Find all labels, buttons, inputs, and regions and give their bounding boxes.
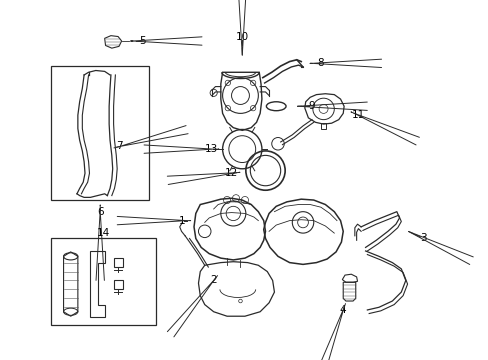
- Bar: [51, 66, 149, 200]
- Text: 8: 8: [317, 58, 324, 68]
- Text: 1: 1: [179, 216, 185, 226]
- Text: 3: 3: [420, 234, 426, 243]
- Text: 14: 14: [97, 228, 110, 238]
- Text: 9: 9: [308, 101, 315, 111]
- Text: 7: 7: [116, 141, 123, 152]
- Text: 5: 5: [139, 36, 145, 46]
- Text: 4: 4: [339, 305, 346, 315]
- Text: 2: 2: [210, 275, 217, 285]
- Text: 10: 10: [235, 32, 248, 41]
- Text: 6: 6: [97, 207, 103, 217]
- Text: 12: 12: [224, 168, 238, 178]
- Text: 13: 13: [205, 144, 218, 154]
- Bar: [51, 238, 155, 325]
- Text: 11: 11: [351, 110, 365, 120]
